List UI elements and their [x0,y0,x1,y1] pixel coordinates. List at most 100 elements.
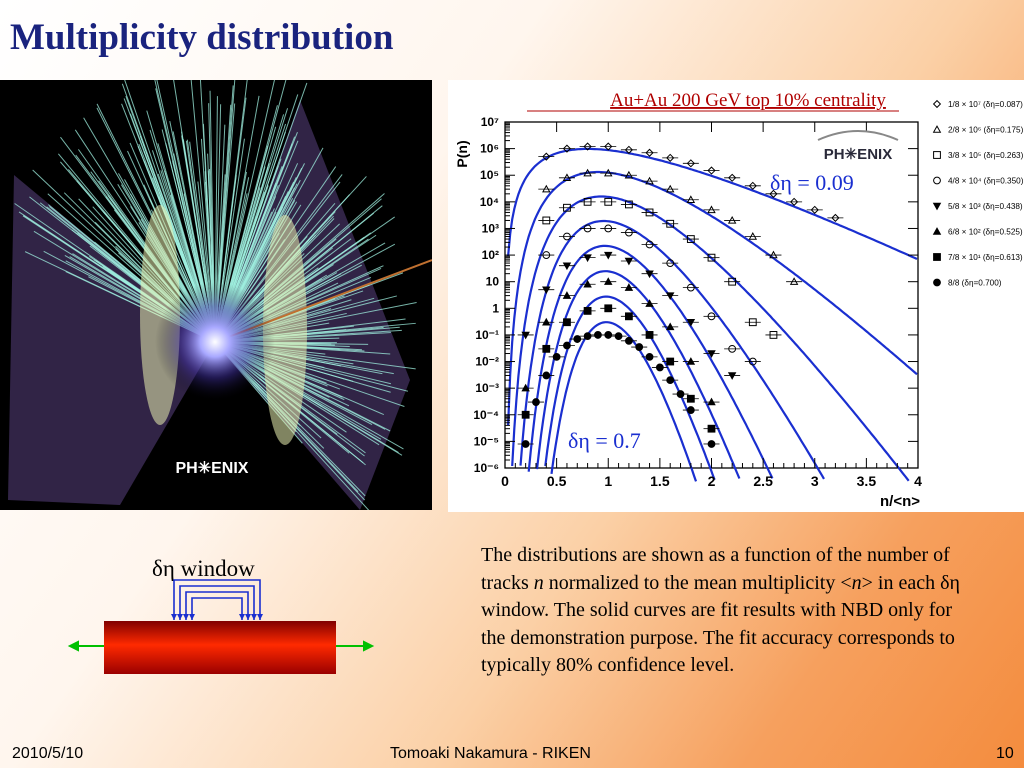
right-emcal-hits [263,215,307,445]
data-point [573,335,582,343]
data-point [604,142,613,151]
chart-logo-text: PH✳ENIX [824,146,892,163]
data-point [635,343,644,351]
data-point [604,251,613,260]
data-point [645,176,654,185]
data-point [655,363,664,372]
data-point [933,151,941,159]
data-point [542,216,551,225]
data-point [769,250,778,259]
data-point [676,390,685,398]
data-point [748,357,757,366]
data-point [604,224,613,233]
data-point [645,148,654,157]
data-point [583,254,592,263]
data-point [933,253,941,261]
event-display-image: PH✳ENIX [0,80,432,510]
nbd-fit-curve [507,147,918,260]
data-point [686,195,696,203]
y-tick-label: 10⁻⁵ [474,434,499,448]
data-point [810,205,819,214]
data-point [563,203,571,212]
data-point [707,253,716,262]
x-tick-label: 4 [914,473,922,489]
bracket-arrow-icon [257,614,263,620]
data-point [532,398,540,406]
y-tick-label: 10 [486,275,500,289]
x-tick-label: 0.5 [547,473,567,489]
data-point [748,318,757,327]
data-point [583,142,592,151]
left-arrow [67,640,104,652]
data-point [562,173,572,182]
data-point [932,125,942,133]
data-point [625,228,633,237]
data-point [789,277,799,285]
data-point [604,168,613,177]
window-brackets [171,579,263,620]
y-tick-label: 10² [482,248,499,262]
data-point [542,371,551,380]
window-bracket [191,597,243,620]
data-point [625,336,633,345]
event-display-svg: PH✳ENIX [8,80,432,510]
footer-author: Tomoaki Nakamura - RIKEN [390,745,591,762]
data-point [521,410,530,419]
data-point [769,189,778,198]
nbd-fit-curve [550,321,698,482]
data-point [728,173,737,182]
x-tick-label: 3 [811,473,819,489]
legend-entry: 5/8 × 10³ (δη=0.438) [948,202,1023,211]
data-point [624,170,634,179]
data-point [563,232,571,241]
x-tick-label: 0 [501,473,509,489]
data-point [707,312,716,321]
chart-phenix-logo: PH✳ENIX [817,130,899,163]
data-point [542,286,551,295]
nbd-fit-curve [544,295,716,481]
data-point [563,318,571,327]
y-tick-label: 10⁵ [480,168,499,182]
y-tick-label: 10⁶ [480,142,499,156]
data-point [666,376,675,385]
data-point [624,257,634,266]
data-point [686,159,695,168]
data-point [665,322,675,331]
annotation-deta-009: δη = 0.09 [770,170,854,195]
data-point [583,168,592,177]
bracket-arrow-icon [245,614,251,620]
data-point [707,205,716,214]
data-point [645,208,654,217]
data-point [604,304,613,313]
bracket-arrow-icon [251,614,257,620]
x-tick-label: 2 [708,473,716,489]
data-point [563,341,571,350]
legend-entry: 8/8 (δη=0.700) [948,279,1002,288]
bracket-arrow-icon [171,614,177,620]
data-point [686,235,695,243]
data-point [727,372,737,380]
event-phenix-logo: PH✳ENIX [176,460,249,477]
data-point [583,332,592,341]
data-point [645,299,654,307]
collision-vertex [155,282,275,402]
data-point [542,184,551,193]
data-point [604,331,613,339]
bracket-arrow-icon [183,614,189,620]
data-point [604,277,613,285]
bracket-arrow-icon [189,614,195,620]
x-axis-label: n/<n> [880,493,920,510]
legend-entry: 1/8 × 10⁷ (δη=0.087) [948,100,1023,109]
data-point [666,259,675,267]
window-bracket [185,591,249,620]
data-point [831,213,840,222]
data-point [707,424,716,433]
data-point [665,184,675,193]
data-point [728,277,737,286]
data-point [707,166,716,175]
window-diagram-svg [67,579,375,674]
window-label: δη window [152,556,255,581]
legend-entry: 4/8 × 10⁴ (δη=0.350) [948,177,1024,186]
data-point [686,394,695,403]
x-tick-label: 1 [604,473,612,489]
